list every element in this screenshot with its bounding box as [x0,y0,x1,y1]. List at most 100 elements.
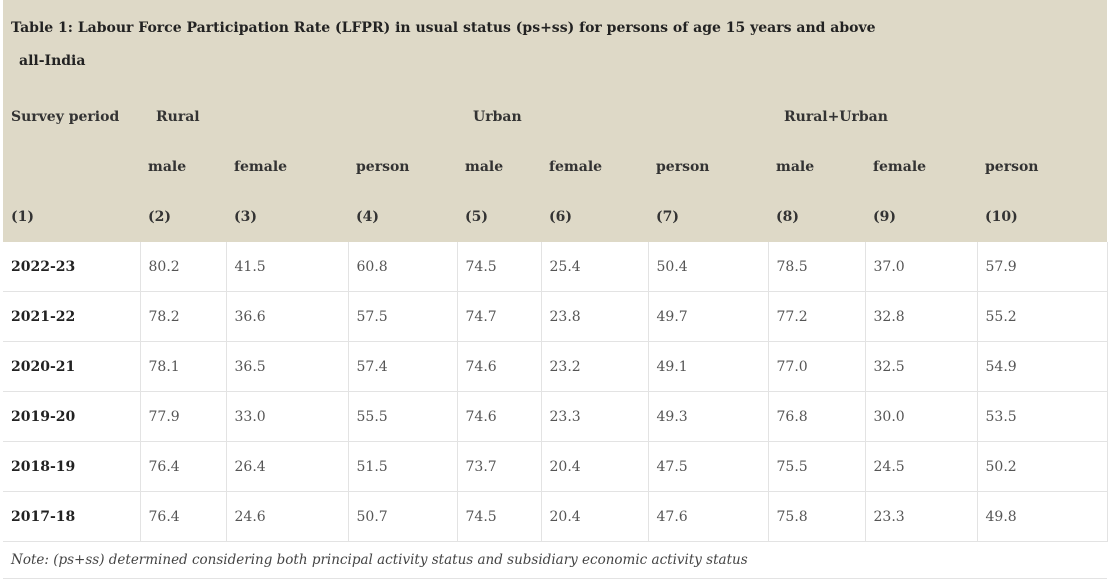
cell-value: 57.4 [348,341,458,392]
header-sub: person [348,142,457,192]
cell-value: 23.3 [541,391,649,442]
cell-value: 76.8 [768,391,866,442]
cell-value: 50.2 [977,441,1108,492]
cell-value: 20.4 [541,491,649,542]
title-line-1: Table 1: Labour Force Participation Rate… [11,20,876,36]
cell-value: 49.7 [648,291,769,342]
cell-value: 55.5 [348,391,458,442]
cell-value: 26.4 [226,441,349,492]
header-sub: person [977,142,1108,192]
cell-value: 41.5 [226,242,349,292]
header-group-rural-urban: Rural+Urban [768,92,1108,142]
cell-value: 57.5 [348,291,458,342]
column-number: (3) [226,192,348,242]
cell-value: 23.2 [541,341,649,392]
cell-value: 47.6 [648,491,769,542]
cell-value: 74.7 [457,291,542,342]
table-row: 2022-23 80.2 41.5 60.8 74.5 25.4 50.4 78.5 37.0 5… [3,242,1108,292]
cell-value: 77.0 [768,341,866,392]
cell-value: 51.5 [348,441,458,492]
column-number: (10) [977,192,1108,242]
cell-value: 75.5 [768,441,866,492]
cell-value: 57.9 [977,242,1108,292]
cell-value: 60.8 [348,242,458,292]
cell-survey-period: 2022-23 [3,242,141,292]
cell-value: 49.3 [648,391,769,442]
table-row: 2021-22 78.2 36.6 57.5 74.7 23.8 49.7 77.2 32.8 5… [3,291,1108,342]
cell-survey-period: 2018-19 [3,441,141,492]
table-row: 2019-20 77.9 33.0 55.5 74.6 23.3 49.3 76.8 30.0 5… [3,391,1108,442]
cell-value: 75.8 [768,491,866,542]
cell-value: 74.5 [457,242,542,292]
cell-value: 33.0 [226,391,349,442]
header-sub: male [457,142,541,192]
cell-value: 78.1 [140,341,227,392]
cell-survey-period: 2021-22 [3,291,141,342]
cell-value: 77.9 [140,391,227,442]
column-number: (1) [3,192,140,242]
cell-value: 73.7 [457,441,542,492]
cell-value: 77.2 [768,291,866,342]
note-row: Note: (ps+ss) determined considering bot… [3,541,1108,579]
cell-value: 78.5 [768,242,866,292]
table-note: Note: (ps+ss) determined considering bot… [3,541,1108,579]
cell-value: 23.8 [541,291,649,342]
cell-value: 54.9 [977,341,1108,392]
header-group-urban: Urban [457,92,768,142]
column-number: (8) [768,192,865,242]
table-row: 2017-18 76.4 24.6 50.7 74.5 20.4 47.6 75.8 23.3 4… [3,491,1108,542]
cell-value: 32.5 [865,341,978,392]
column-number: (7) [648,192,768,242]
title-row: Table 1: Labour Force Participation Rate… [3,0,1108,92]
cell-value: 74.6 [457,391,542,442]
cell-value: 49.8 [977,491,1108,542]
cell-survey-period: 2019-20 [3,391,141,442]
header-survey-period: Survey period [3,92,140,142]
cell-value: 30.0 [865,391,978,442]
column-number-row: (1) (2) (3) (4) (5) (6) (7) (8) (9) (10) [3,192,1108,242]
cell-value: 76.4 [140,491,227,542]
table-row: 2020-21 78.1 36.5 57.4 74.6 23.2 49.1 77.0 32.5 5… [3,341,1108,392]
table-body: 2022-23 80.2 41.5 60.8 74.5 25.4 50.4 78.5 37.0 5… [3,242,1108,542]
cell-value: 24.5 [865,441,978,492]
cell-value: 76.4 [140,441,227,492]
header-sub: female [226,142,348,192]
cell-value: 23.3 [865,491,978,542]
cell-value: 37.0 [865,242,978,292]
cell-value: 36.6 [226,291,349,342]
header-sub: person [648,142,768,192]
header-sub: female [541,142,648,192]
header-sub: male [768,142,865,192]
cell-value: 74.5 [457,491,542,542]
cell-survey-period: 2020-21 [3,341,141,392]
header-group-rural: Rural [140,92,457,142]
column-number: (6) [541,192,648,242]
lfpr-table: Table 1: Labour Force Participation Rate… [3,0,1108,579]
cell-value: 55.2 [977,291,1108,342]
cell-value: 78.2 [140,291,227,342]
cell-value: 20.4 [541,441,649,492]
cell-value: 32.8 [865,291,978,342]
cell-value: 50.7 [348,491,458,542]
cell-value: 50.4 [648,242,769,292]
table-title: Table 1: Labour Force Participation Rate… [3,0,1108,92]
cell-value: 24.6 [226,491,349,542]
group-header-row: Survey period Rural Urban Rural+Urban [3,92,1108,142]
cell-value: 36.5 [226,341,349,392]
cell-value: 53.5 [977,391,1108,442]
column-number: (5) [457,192,541,242]
column-number: (2) [140,192,226,242]
cell-value: 74.6 [457,341,542,392]
header-sub: female [865,142,977,192]
cell-value: 49.1 [648,341,769,392]
cell-value: 47.5 [648,441,769,492]
cell-value: 80.2 [140,242,227,292]
sub-header-row: male female person male female person ma… [3,142,1108,192]
column-number: (9) [865,192,977,242]
cell-value: 25.4 [541,242,649,292]
header-sub: male [140,142,226,192]
title-line-2: all-India [19,53,86,69]
header-empty [3,142,140,192]
table-wrapper: Table 1: Labour Force Participation Rate… [3,0,1114,579]
cell-survey-period: 2017-18 [3,491,141,542]
